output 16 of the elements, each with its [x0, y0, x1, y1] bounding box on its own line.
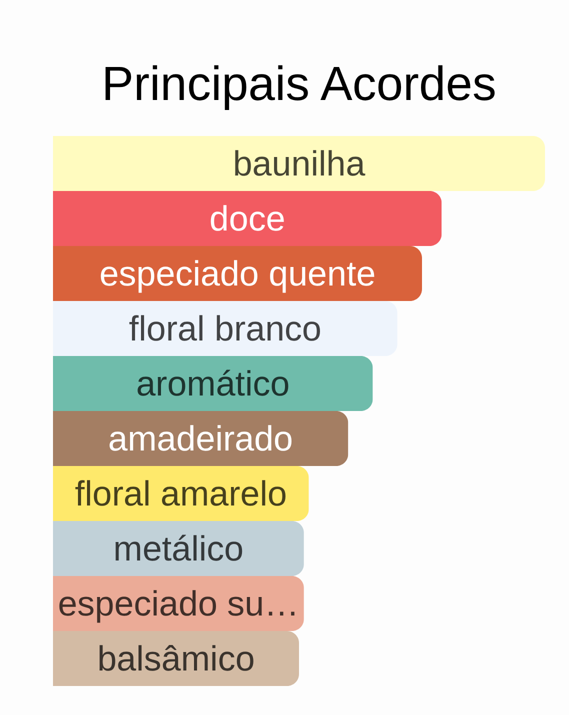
chart-title: Principais Acordes: [102, 58, 496, 111]
bar: [53, 521, 304, 576]
y-tick-label: baunilha: [232, 144, 366, 184]
bar: [53, 136, 545, 191]
y-tick-label: floral branco: [128, 310, 322, 348]
y-tick-label: amadeirado: [108, 420, 294, 458]
y-tick-label: metálico: [113, 530, 244, 568]
y-tick-label: floral amarelo: [74, 474, 287, 514]
y-tick-label: aromático: [136, 364, 290, 404]
y-tick-label: especiado su…: [58, 584, 300, 624]
y-tick-label: doce: [209, 200, 286, 238]
bar: [53, 301, 398, 356]
y-tick-label: balsâmico: [97, 640, 255, 678]
bar: [53, 191, 442, 246]
y-tick-label: especiado quente: [99, 254, 376, 294]
bar: [53, 356, 373, 411]
